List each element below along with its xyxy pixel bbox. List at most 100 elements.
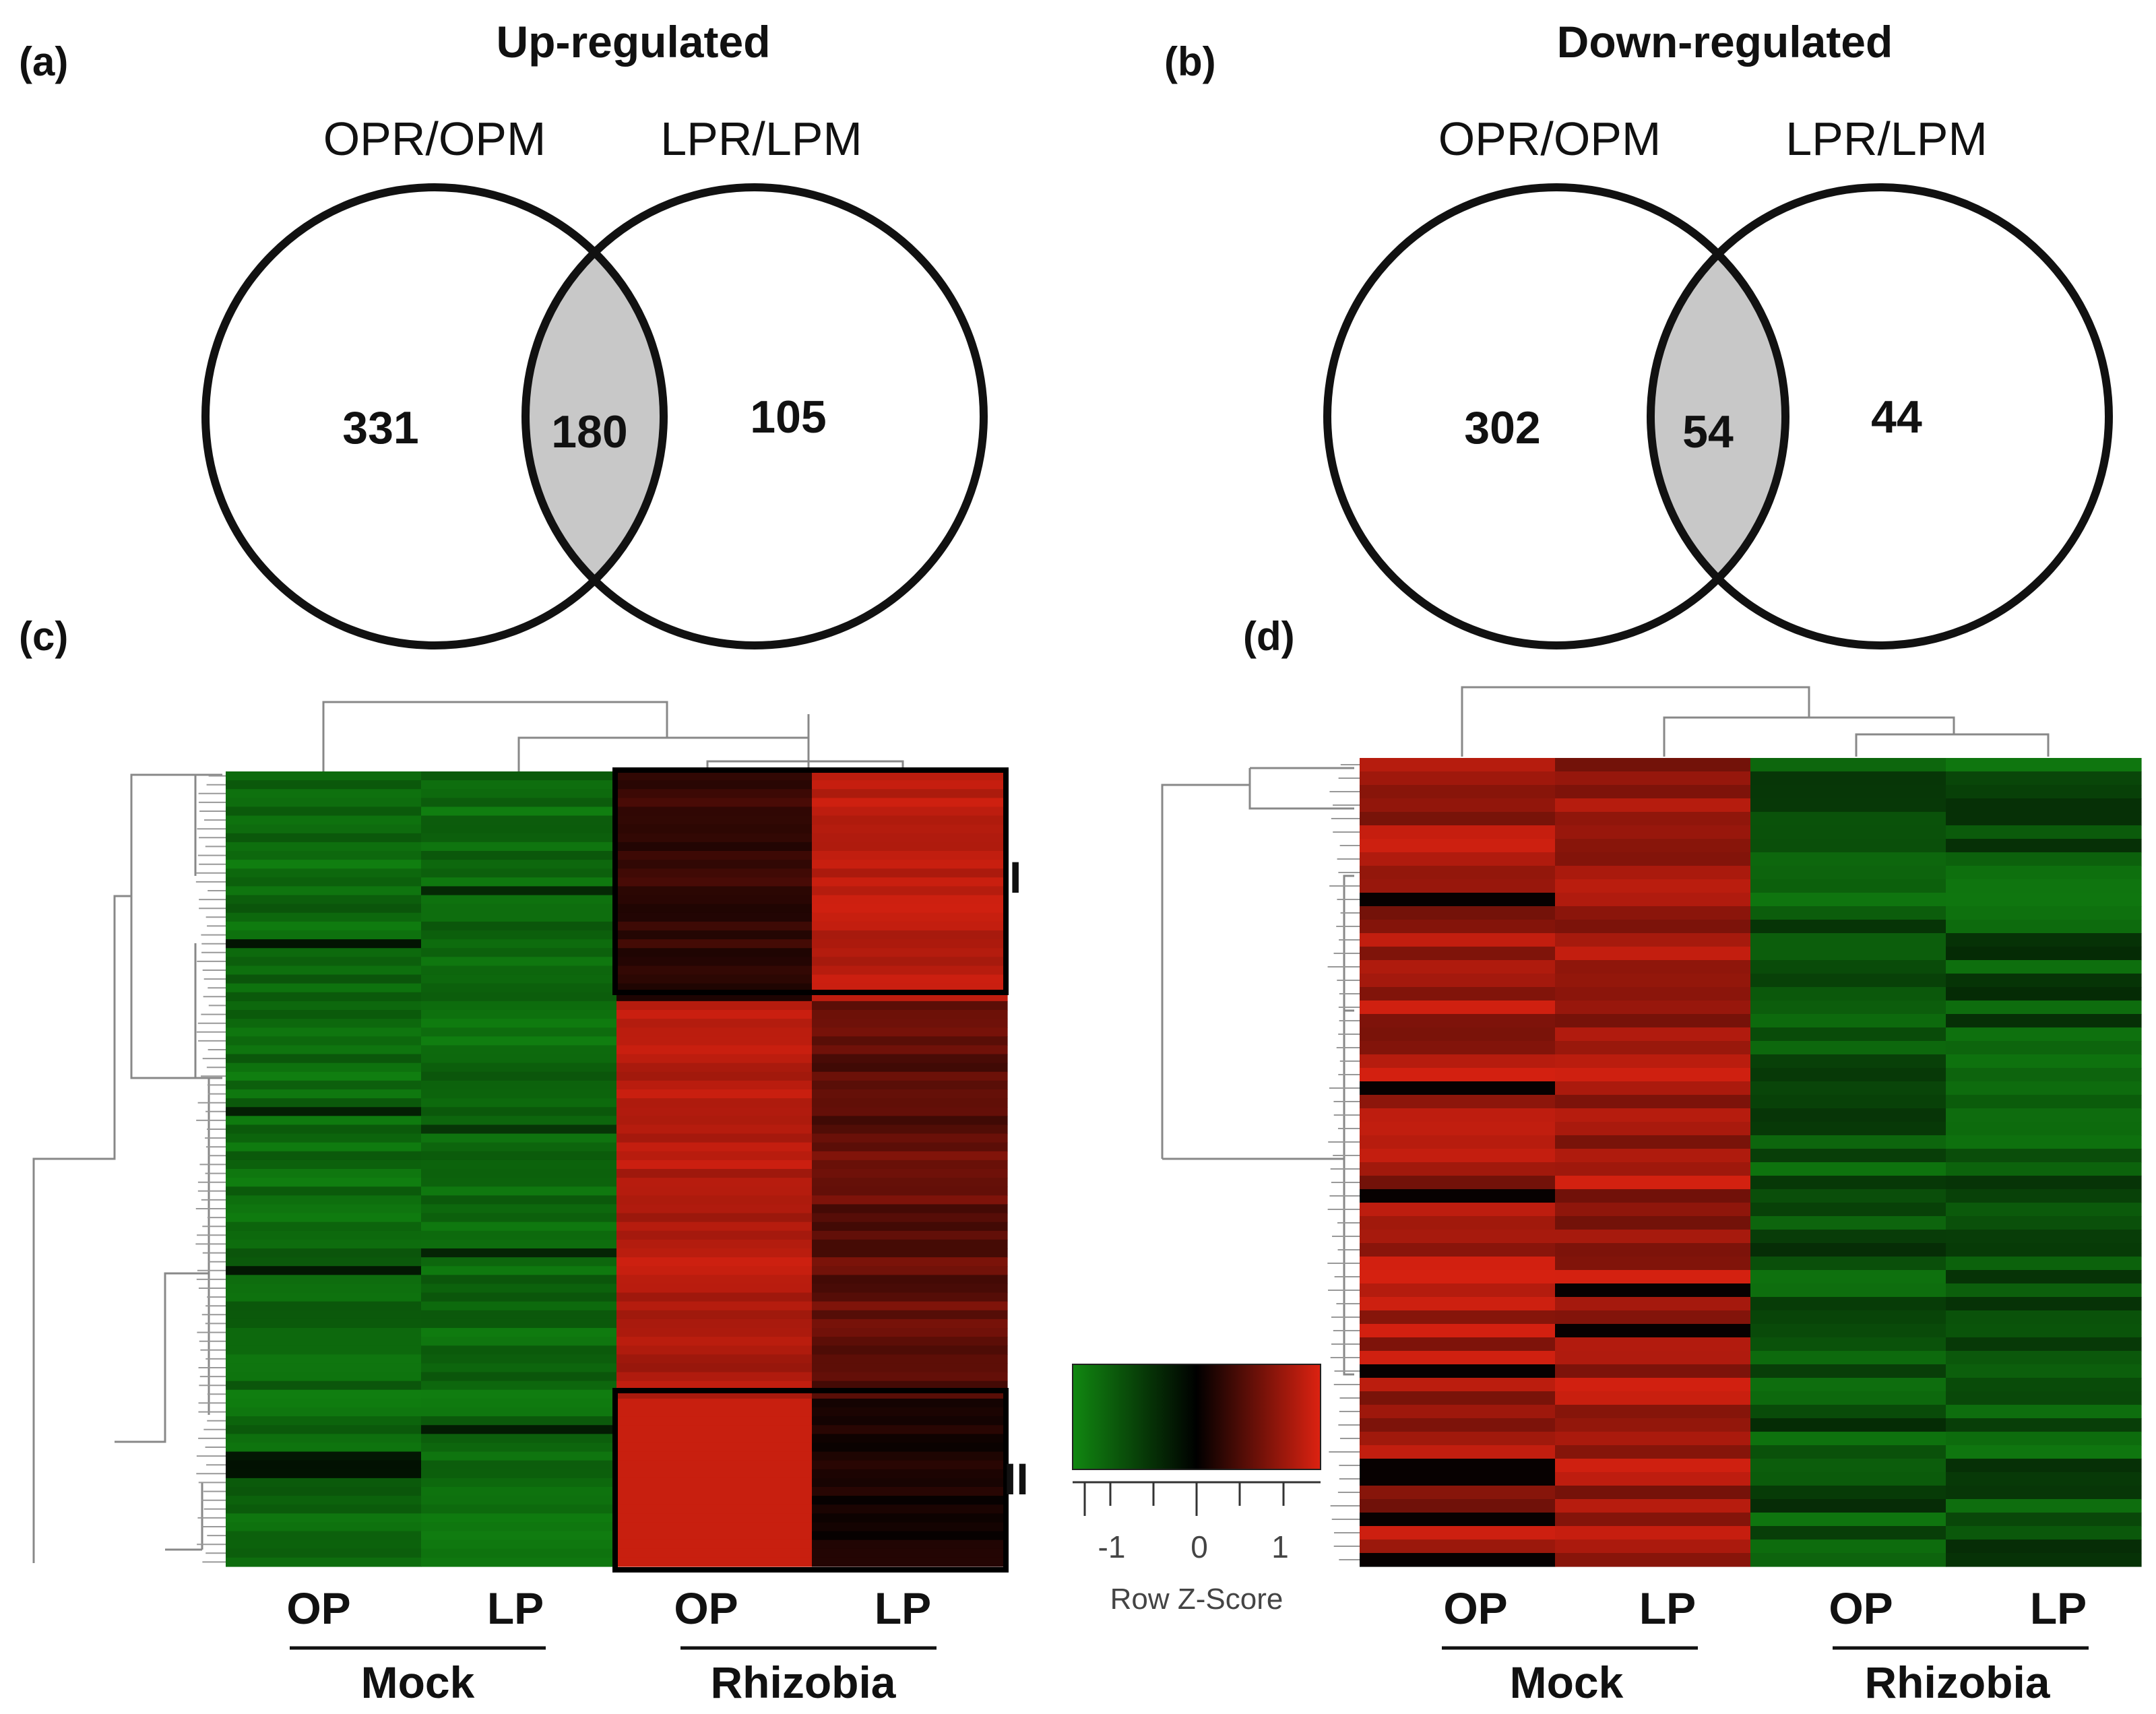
heatmap-cell — [421, 1036, 617, 1046]
heatmap-cell — [1360, 1257, 1556, 1271]
heatmap-cell — [812, 1089, 1008, 1099]
heatmap-cell — [616, 1275, 813, 1285]
heatmap-cell — [421, 1266, 617, 1275]
heatmap-cell — [421, 815, 617, 825]
heatmap-cell — [812, 1107, 1008, 1116]
heatmap-cell — [226, 1213, 422, 1223]
heatmap-cell — [1360, 1081, 1556, 1096]
heatmap-cell — [421, 1239, 617, 1249]
heatmap-cell — [421, 1345, 617, 1355]
heatmap-cell — [421, 1062, 617, 1073]
heatmap-cell — [1946, 1351, 2142, 1365]
heatmap-cell — [1750, 1095, 1946, 1109]
heatmap-cell — [812, 824, 1008, 834]
heatmap-cell — [226, 1248, 422, 1258]
panel-d-row-dendrogram — [1161, 767, 1354, 1376]
heatmap-cell — [1360, 812, 1556, 826]
heatmap-cell — [226, 930, 422, 940]
heatmap-cell — [1750, 1486, 1946, 1500]
heatmap-cell — [616, 974, 813, 984]
heatmap-cell — [1360, 1216, 1556, 1230]
heatmap-cell — [616, 1504, 813, 1514]
heatmap-cell — [1946, 1418, 2142, 1432]
heatmap-cell — [421, 903, 617, 914]
heatmap-cell — [616, 1292, 813, 1302]
heatmap-cell — [421, 1548, 617, 1558]
panel-b-count-right: 44 — [1871, 391, 1922, 443]
heatmap-cell — [421, 860, 617, 869]
heatmap-cell — [616, 1027, 813, 1037]
heatmap-cell — [1360, 1337, 1556, 1352]
heatmap-cell — [812, 1354, 1008, 1364]
heatmap-cell — [421, 1460, 617, 1470]
heatmap-cell — [1946, 758, 2142, 772]
panel-b-label: (b) — [1164, 39, 1216, 84]
heatmap-cell — [1555, 1472, 1751, 1486]
heatmap-cell — [1946, 1364, 2142, 1378]
heatmap-cell — [812, 842, 1008, 852]
heatmap-cell — [1750, 771, 1946, 786]
heatmap-cell — [1750, 852, 1946, 866]
heatmap-cell — [616, 1001, 813, 1011]
heatmap-cell — [421, 1133, 617, 1143]
heatmap-cell — [421, 1257, 617, 1267]
heatmap-cell — [226, 1469, 422, 1479]
heatmap-cell — [421, 1027, 617, 1037]
heatmap-cell — [616, 1019, 813, 1028]
heatmap-cell — [812, 921, 1008, 931]
heatmap-cell — [421, 1142, 617, 1152]
heatmap-cell — [1946, 893, 2142, 907]
heatmap-cell — [226, 939, 422, 949]
heatmap-cell — [1360, 1432, 1556, 1446]
heatmap-cell — [226, 851, 422, 860]
heatmap-cell — [1750, 1027, 1946, 1042]
panel-c-cluster-label-1: I — [1009, 852, 1021, 902]
heatmap-cell — [616, 1531, 813, 1541]
heatmap-cell — [421, 806, 617, 817]
heatmap-cell — [1946, 1526, 2142, 1540]
heatmap-cell — [226, 1337, 422, 1346]
heatmap-cell — [421, 1160, 617, 1170]
heatmap-cell — [1750, 1445, 1946, 1459]
heatmap-cell — [1555, 1378, 1751, 1392]
panel-c-heatmap-cells — [226, 771, 1008, 1567]
panel-c-group-mock: Mock — [361, 1657, 475, 1707]
heatmap-cell — [1750, 1014, 1946, 1028]
heatmap-cell — [226, 1036, 422, 1046]
heatmap-cell — [1360, 1310, 1556, 1325]
heatmap-cell — [1360, 974, 1556, 988]
heatmap-cell — [616, 1337, 813, 1346]
heatmap-cell — [226, 1354, 422, 1364]
heatmap-cell — [421, 824, 617, 834]
heatmap-cell — [421, 1478, 617, 1488]
panel-d-heatmap: (d) OP LP OP LP Mock Rhizobia — [1161, 614, 2142, 1707]
heatmap-cell — [1946, 1270, 2142, 1284]
heatmap-cell — [1555, 1270, 1751, 1284]
heatmap-cell — [1360, 1054, 1556, 1069]
heatmap-cell — [1555, 1513, 1751, 1527]
heatmap-cell — [1946, 1513, 2142, 1527]
heatmap-cell — [812, 886, 1008, 896]
heatmap-cell — [421, 1045, 617, 1055]
panel-d-col-label-2: LP — [1639, 1583, 1696, 1633]
heatmap-cell — [1750, 1081, 1946, 1096]
heatmap-cell — [616, 780, 813, 790]
heatmap-cell — [226, 1540, 422, 1550]
heatmap-cell — [1750, 1526, 1946, 1540]
heatmap-cell — [226, 1124, 422, 1135]
heatmap-cell — [1750, 1513, 1946, 1527]
heatmap-cell — [226, 1442, 422, 1453]
heatmap-cell — [616, 1469, 813, 1479]
heatmap-cell — [226, 983, 422, 993]
heatmap-cell — [1360, 933, 1556, 947]
heatmap-cell — [812, 1513, 1008, 1523]
heatmap-cell — [1946, 974, 2142, 988]
heatmap-cell — [1946, 1378, 2142, 1392]
heatmap-cell — [421, 1054, 617, 1064]
heatmap-cell — [1750, 1351, 1946, 1365]
heatmap-cell — [226, 1487, 422, 1496]
heatmap-cell — [616, 1071, 813, 1081]
heatmap-cell — [812, 895, 1008, 905]
heatmap-cell — [616, 1398, 813, 1408]
heatmap-cell — [1360, 785, 1556, 799]
